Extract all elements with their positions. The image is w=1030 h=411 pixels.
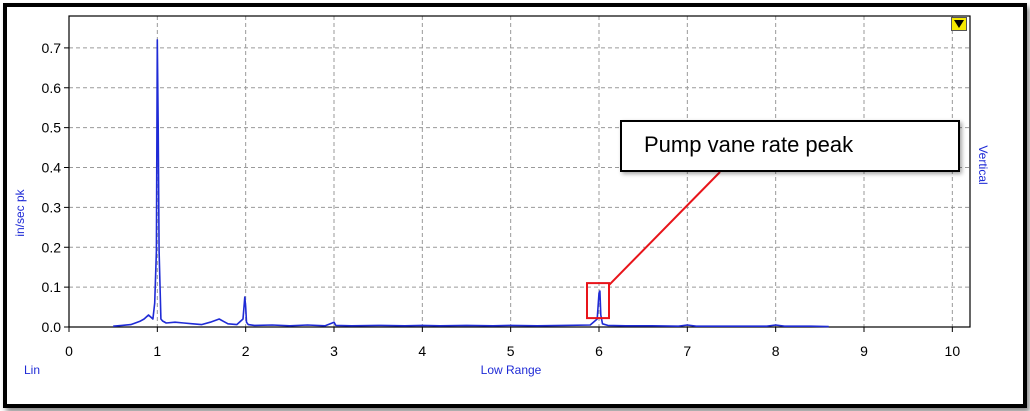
x-tick-label: 7 <box>683 343 691 359</box>
scale-label: Lin <box>24 363 40 377</box>
y-tick-label: 0.4 <box>42 160 62 176</box>
y-tick-label: 0.2 <box>42 239 62 255</box>
y-tick-label: 0.1 <box>42 279 62 295</box>
y-tick-label: 0.7 <box>42 40 62 56</box>
x-tick-label: 6 <box>595 343 603 359</box>
x-tick-label: 10 <box>945 343 961 359</box>
y-tick-label: 0.0 <box>42 319 62 335</box>
series-layer <box>113 39 829 328</box>
plot-area <box>68 15 971 328</box>
triangle-down-icon <box>954 20 964 28</box>
direction-label: Vertical <box>976 145 990 184</box>
y-tick-label: 0.5 <box>42 120 62 136</box>
chart-frame <box>3 3 1027 408</box>
spectrum-series-line <box>113 39 829 328</box>
y-axis-label: in/sec pk <box>13 188 27 236</box>
y-tick-label: 0.3 <box>42 199 62 215</box>
x-tick-label: 8 <box>772 343 780 359</box>
y-tick-label: 0.6 <box>42 80 62 96</box>
annotation-text: Pump vane rate peak <box>644 132 854 157</box>
x-tick-label: 9 <box>860 343 868 359</box>
chart-menu-button[interactable] <box>951 17 967 31</box>
x-tick-label: 0 <box>65 343 73 359</box>
axis-ticks: 0 1 2 3 4 5 6 7 8 9 10 0.0 0.1 0.2 0.3 0.4 0.5 0.6 0.7 <box>42 40 961 359</box>
annotation-connector-line <box>608 171 721 286</box>
x-tick-label: 1 <box>153 343 161 359</box>
x-axis-label: Low Range <box>481 363 542 377</box>
peak-highlight-box <box>586 282 610 320</box>
annotation-callout: Pump vane rate peak <box>620 120 960 172</box>
x-tick-label: 5 <box>507 343 515 359</box>
x-tick-label: 4 <box>418 343 426 359</box>
annotation-layer <box>586 171 721 320</box>
x-tick-label: 2 <box>242 343 250 359</box>
x-tick-label: 3 <box>330 343 338 359</box>
